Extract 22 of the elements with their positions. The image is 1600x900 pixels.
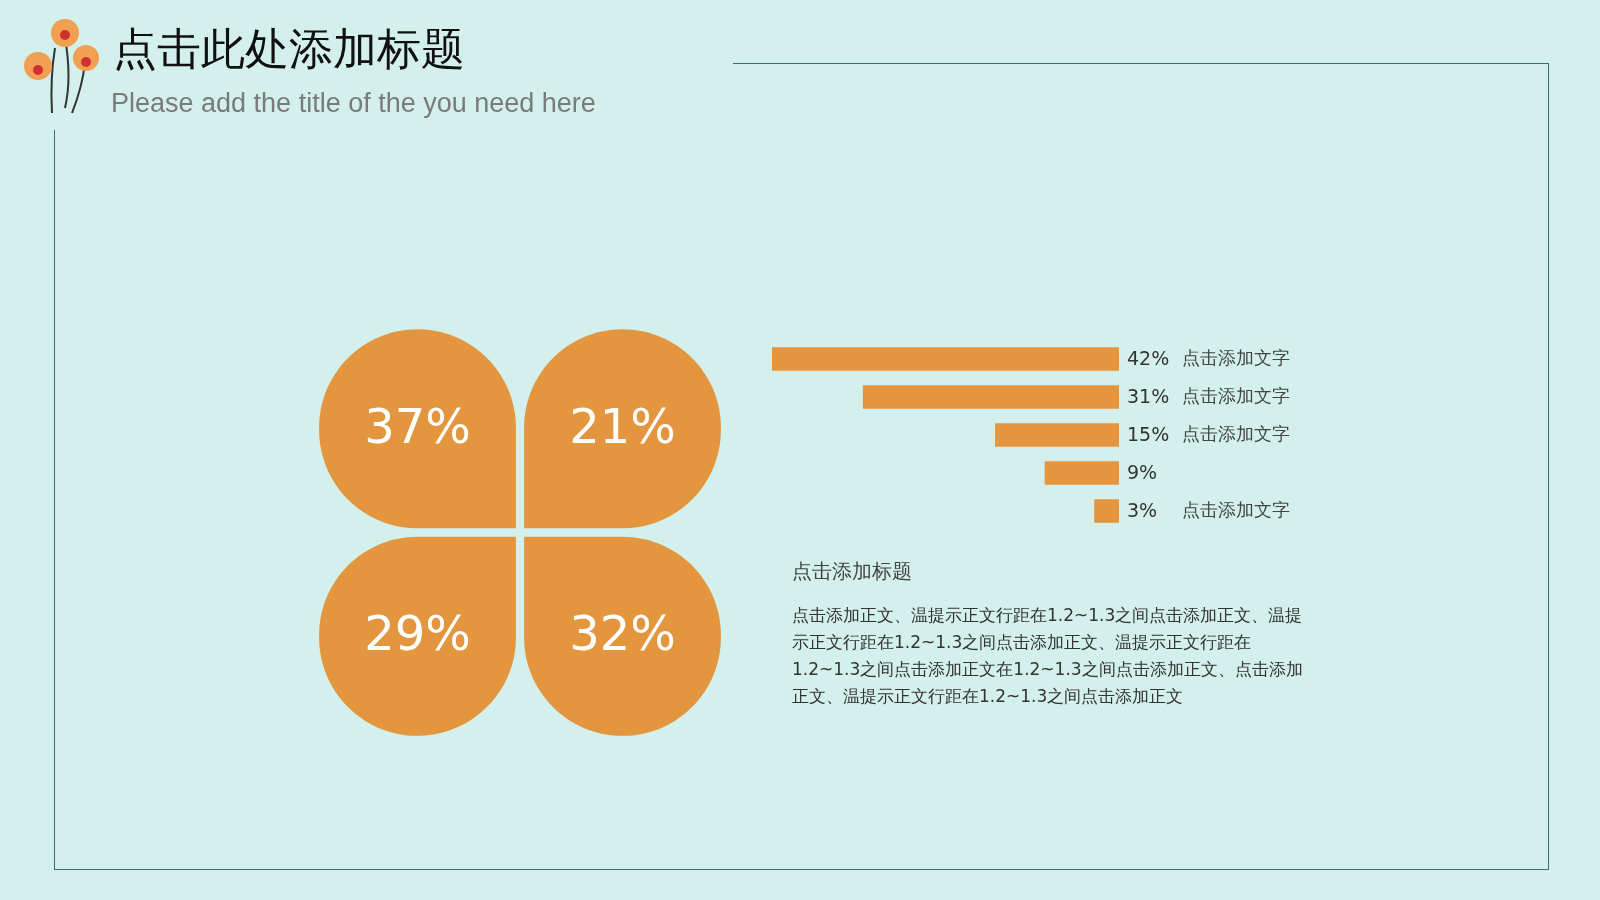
data-label: 9%: [1127, 461, 1158, 483]
y-tick-label: 点击添加文字: [1181, 499, 1290, 520]
data-label: 29%: [364, 605, 471, 662]
data-label: 31%: [1127, 385, 1170, 407]
y-tick-label: 点击添加文字: [1181, 385, 1290, 406]
text: 点击添加标题: [792, 558, 912, 585]
data-label: 15%: [1127, 423, 1170, 445]
data-label: 37%: [364, 397, 471, 454]
text: 点击此处添加标题: [113, 22, 465, 76]
y-tick-label: 点击添加文字: [1181, 423, 1290, 444]
y-tick-label: 点击添加文字: [1181, 347, 1290, 368]
data-label: 21%: [569, 397, 676, 454]
text: Please add the title of the you need here: [111, 88, 596, 119]
text: 点击添加正文、温提示正文行距在1.2~1.3之间点击添加正文、温提示正文行距在1.2~1.3之间点击添加正文、温提示正文行距在1.2~1.3之间点击添加正文在1.2~1.3之间点击添加正文、点击添加正文、温提示正文行距在1.2~1.3之间点击添加正文: [792, 604, 1304, 708]
bar: [862, 385, 1119, 409]
data-label: 42%: [1127, 347, 1170, 369]
bar: [1094, 499, 1119, 523]
bar: [995, 423, 1119, 447]
data-label: 3%: [1127, 499, 1158, 521]
data-label: 32%: [569, 605, 676, 662]
bar: [1044, 461, 1119, 485]
bar: [772, 347, 1119, 371]
